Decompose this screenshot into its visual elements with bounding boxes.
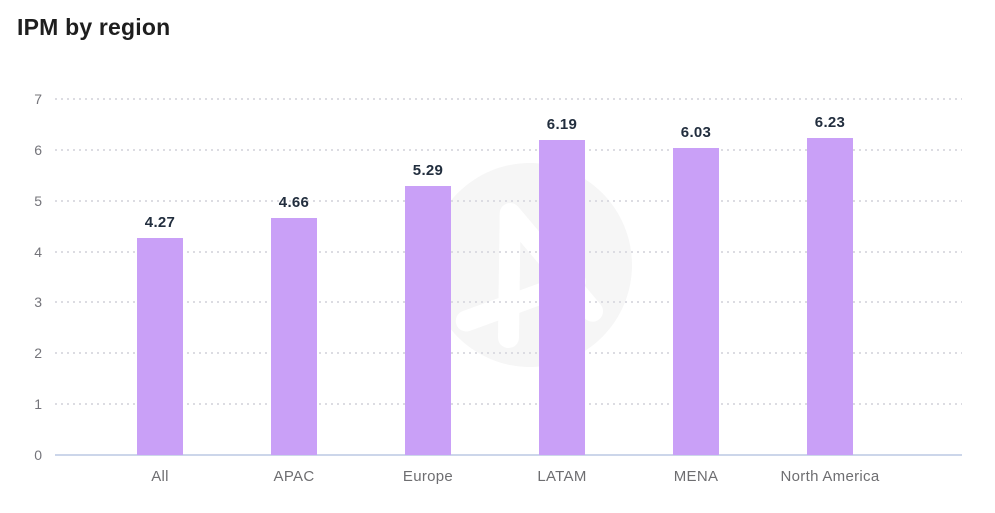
y-axis-tick-label: 5 xyxy=(34,192,42,209)
x-axis-category-label: APAC xyxy=(273,468,315,485)
bar-value-label: 5.29 xyxy=(412,161,444,179)
y-axis-tick-label: 2 xyxy=(34,345,42,362)
gridline xyxy=(55,199,962,202)
bar-value-label: 6.19 xyxy=(546,116,578,134)
gridline xyxy=(55,250,962,253)
x-axis-category-label: Europe xyxy=(402,468,454,485)
watermark-circle xyxy=(428,163,632,367)
x-axis-category-label: All xyxy=(151,468,169,485)
y-axis-tick-label: 3 xyxy=(34,294,42,311)
x-axis-category-label: MENA xyxy=(673,468,719,485)
gridline xyxy=(55,301,962,304)
gridline xyxy=(55,352,962,355)
chart-title: IPM by region xyxy=(17,14,171,40)
bar-north-america xyxy=(807,138,853,455)
bar-all xyxy=(137,237,183,455)
y-axis-tick-label: 0 xyxy=(34,447,42,463)
bar-value-label: 4.27 xyxy=(144,213,176,231)
bar-value-label: 4.66 xyxy=(278,194,310,211)
x-axis-category-label: North America xyxy=(780,468,880,485)
bar-europe xyxy=(405,185,451,455)
bar-value-label: 6.03 xyxy=(680,124,712,142)
gridline xyxy=(55,148,962,151)
gridline xyxy=(55,98,962,100)
adjust-logo-watermark-icon xyxy=(428,163,632,367)
y-axis-tick-label: 6 xyxy=(34,141,42,158)
gridline xyxy=(55,403,962,406)
bar-mena xyxy=(673,148,719,455)
x-axis-baseline xyxy=(55,454,962,456)
bar-value-label: 6.23 xyxy=(814,114,846,132)
y-axis-tick-label: 1 xyxy=(34,396,42,413)
y-axis-tick-label: 7 xyxy=(34,91,42,107)
bar-latam xyxy=(539,140,585,455)
x-axis-category-label: LATAM xyxy=(537,468,587,485)
y-axis-tick-label: 4 xyxy=(34,243,42,260)
bar-apac xyxy=(271,218,317,455)
